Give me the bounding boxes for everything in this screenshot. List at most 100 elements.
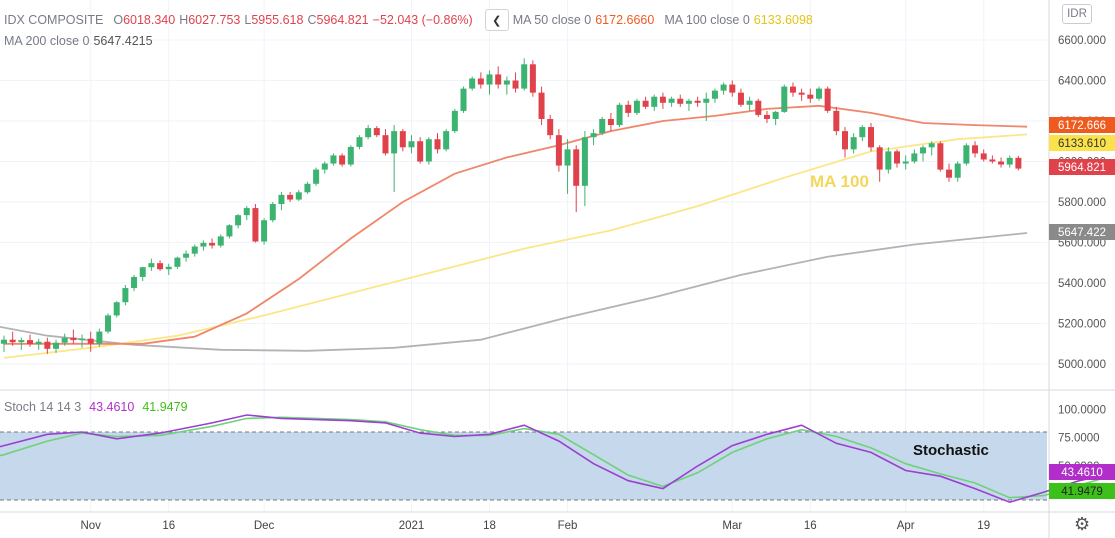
candle-body[interactable] (191, 246, 198, 254)
candle-body[interactable] (35, 341, 42, 345)
candle-body[interactable] (980, 153, 987, 160)
candle-body[interactable] (278, 194, 285, 205)
candle-body[interactable] (946, 169, 953, 178)
candle-body[interactable] (105, 315, 112, 332)
candle-body[interactable] (347, 146, 354, 165)
candle-body[interactable] (538, 92, 545, 119)
candle-body[interactable] (581, 137, 588, 186)
candle-body[interactable] (920, 147, 927, 154)
candle-body[interactable] (382, 135, 389, 154)
candle-body[interactable] (425, 139, 432, 162)
candle-body[interactable] (547, 118, 554, 136)
candle-body[interactable] (53, 342, 60, 349)
candle-body[interactable] (642, 100, 649, 107)
candle-body[interactable] (763, 114, 770, 119)
candle-body[interactable] (217, 236, 224, 246)
candle-body[interactable] (668, 98, 675, 103)
candle-body[interactable] (720, 84, 727, 91)
currency-button[interactable]: IDR (1062, 4, 1092, 24)
gear-icon[interactable]: ⚙ (1074, 514, 1091, 534)
candle-body[interactable] (443, 131, 450, 150)
candle-body[interactable] (477, 78, 484, 85)
candle-body[interactable] (148, 263, 155, 268)
candle-body[interactable] (590, 133, 597, 138)
candle-body[interactable] (607, 118, 614, 126)
candle-body[interactable] (625, 104, 632, 113)
candle-body[interactable] (295, 192, 302, 200)
candle-body[interactable] (9, 339, 16, 343)
candle-body[interactable] (365, 128, 372, 138)
candle-body[interactable] (399, 131, 406, 148)
candle-body[interactable] (876, 147, 883, 170)
candle-body[interactable] (677, 98, 684, 104)
candle-body[interactable] (243, 208, 250, 216)
candle-body[interactable] (573, 149, 580, 186)
candle-body[interactable] (451, 110, 458, 132)
candle-body[interactable] (798, 92, 805, 95)
candle-body[interactable] (599, 118, 606, 134)
candle-body[interactable] (859, 127, 866, 138)
candle-body[interactable] (529, 64, 536, 93)
candle-body[interactable] (781, 86, 788, 112)
candle-body[interactable] (503, 80, 510, 85)
candle-body[interactable] (131, 276, 138, 289)
candle-body[interactable] (564, 149, 571, 166)
candle-body[interactable] (417, 141, 424, 162)
candle-body[interactable] (61, 337, 68, 343)
candle-body[interactable] (339, 155, 346, 165)
candle-body[interactable] (1, 339, 7, 344)
candle-body[interactable] (70, 337, 77, 341)
candle-body[interactable] (659, 96, 666, 103)
candle-body[interactable] (261, 220, 268, 242)
candle-body[interactable] (755, 100, 762, 115)
candle-body[interactable] (711, 90, 718, 99)
candle-body[interactable] (356, 137, 363, 147)
candle-body[interactable] (87, 338, 94, 344)
candle-body[interactable] (165, 266, 172, 270)
candle-body[interactable] (252, 208, 259, 242)
candle-body[interactable] (408, 141, 415, 148)
candle-body[interactable] (113, 302, 120, 316)
candle-body[interactable] (833, 110, 840, 132)
candle-body[interactable] (694, 100, 701, 103)
candle-body[interactable] (746, 100, 753, 105)
candle-body[interactable] (928, 143, 935, 148)
candle-body[interactable] (139, 267, 146, 277)
candle-body[interactable] (469, 78, 476, 89)
candle-body[interactable] (313, 169, 320, 184)
candle-body[interactable] (209, 242, 216, 246)
candle-body[interactable] (200, 242, 207, 247)
candle-body[interactable] (96, 331, 103, 344)
candle-body[interactable] (434, 139, 441, 150)
candle-body[interactable] (963, 145, 970, 164)
candle-body[interactable] (321, 163, 328, 170)
candle-body[interactable] (841, 131, 848, 150)
candle-body[interactable] (789, 86, 796, 93)
candle-body[interactable] (703, 98, 710, 103)
candle-body[interactable] (972, 145, 979, 154)
candle-body[interactable] (902, 161, 909, 164)
candle-body[interactable] (1006, 157, 1013, 165)
candle-body[interactable] (226, 225, 233, 237)
candle-body[interactable] (685, 100, 692, 104)
candle-body[interactable] (18, 340, 25, 343)
candle-body[interactable] (989, 159, 996, 162)
candle-body[interactable] (954, 163, 961, 178)
candle-body[interactable] (729, 84, 736, 93)
candle-body[interactable] (27, 340, 34, 345)
candle-body[interactable] (824, 88, 831, 111)
candle-body[interactable] (937, 143, 944, 170)
candle-body[interactable] (807, 94, 814, 99)
candle-body[interactable] (737, 92, 744, 105)
candle-body[interactable] (79, 338, 86, 341)
candle-body[interactable] (651, 96, 658, 107)
candle-body[interactable] (911, 153, 918, 162)
candle-body[interactable] (460, 88, 467, 111)
candle-body[interactable] (373, 128, 380, 136)
candle-body[interactable] (894, 151, 901, 164)
candle-body[interactable] (815, 88, 822, 99)
candle-body[interactable] (1015, 157, 1022, 169)
chevron-left-icon[interactable]: ❮ (484, 9, 509, 31)
candle-body[interactable] (998, 161, 1005, 165)
